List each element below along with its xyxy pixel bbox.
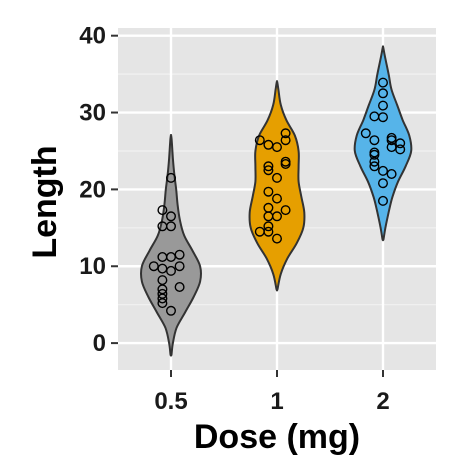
data-point [378, 178, 389, 189]
data-point [386, 168, 397, 179]
data-point [254, 226, 265, 237]
y-tick-label: 0 [93, 330, 106, 357]
data-point [157, 205, 168, 216]
data-point [369, 135, 380, 146]
x-tick-label: 1 [270, 388, 283, 415]
data-point [280, 135, 291, 146]
data-point [165, 172, 176, 183]
data-point [174, 282, 185, 293]
data-point [369, 147, 380, 158]
data-point [360, 128, 371, 139]
data-point [386, 132, 397, 143]
data-point [263, 221, 274, 232]
data-point [378, 88, 389, 99]
y-tick-labels: 0 10 20 30 40 [79, 23, 106, 357]
y-tick-label: 30 [79, 100, 106, 127]
data-point [395, 138, 406, 149]
violin-0.5 [140, 134, 202, 357]
data-point [157, 275, 168, 286]
violins [140, 45, 413, 357]
violin-1 [248, 80, 306, 292]
data-point [263, 161, 274, 172]
data-point [157, 288, 168, 299]
y-axis-title: Length [26, 145, 64, 258]
data-point [280, 205, 291, 216]
data-point [378, 165, 389, 176]
x-tick-label: 0.5 [154, 388, 187, 415]
data-point [174, 261, 185, 272]
data-point [263, 186, 274, 197]
data-point [369, 161, 380, 172]
x-tick-label: 2 [376, 388, 389, 415]
data-point [369, 111, 380, 122]
violin-2 [353, 45, 413, 242]
y-tick-label: 20 [79, 176, 106, 203]
x-tick-labels: 0.5 1 2 [154, 388, 389, 415]
data-point [165, 211, 176, 222]
data-point [263, 202, 274, 213]
data-point [378, 100, 389, 111]
data-point [378, 77, 389, 88]
axis-ticks [111, 34, 384, 377]
data-point [378, 195, 389, 206]
data-point [263, 139, 274, 150]
x-axis-title: Dose (mg) [194, 418, 360, 456]
data-point [280, 156, 291, 167]
data-point [272, 193, 283, 204]
data-point [395, 144, 406, 155]
data-point [263, 165, 274, 176]
data-point [272, 172, 283, 183]
data-point [165, 305, 176, 316]
data-point [157, 251, 168, 262]
data-point [148, 261, 159, 272]
data-point [272, 233, 283, 244]
data-point [157, 221, 168, 232]
data-point [280, 128, 291, 139]
y-tick-label: 40 [79, 23, 106, 50]
data-point [254, 135, 265, 146]
y-tick-label: 10 [79, 253, 106, 280]
data-point [174, 249, 185, 260]
